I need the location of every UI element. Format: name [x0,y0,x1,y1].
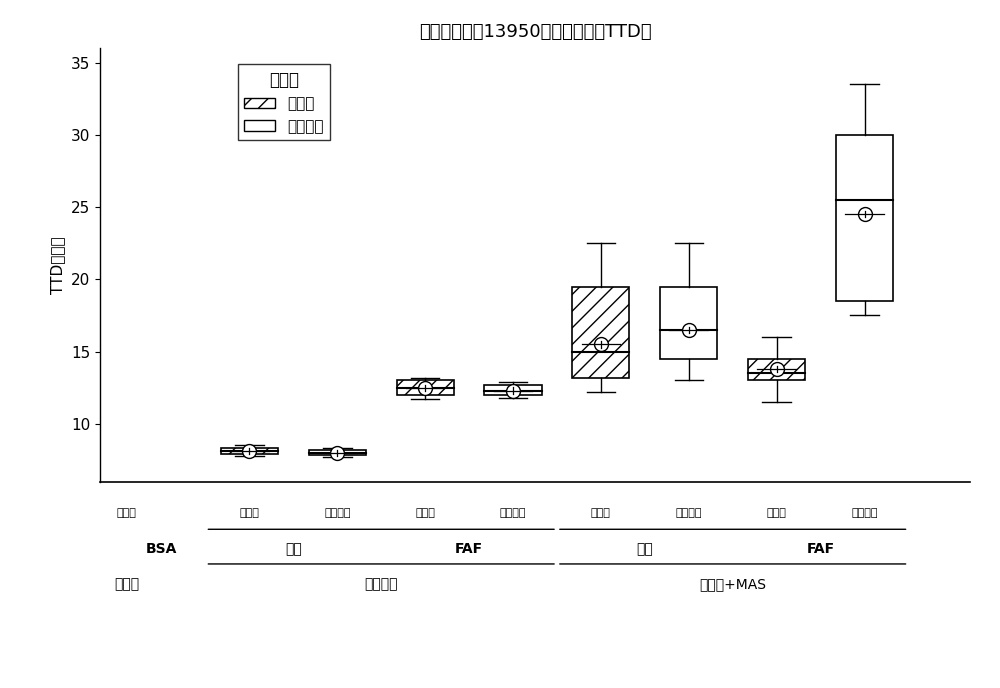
Text: 常规: 常规 [636,542,653,557]
Y-axis label: TTD（天）: TTD（天） [50,236,65,294]
Bar [572,287,629,378]
Point [505,385,521,396]
Text: 仅培养基: 仅培养基 [364,577,398,591]
Bar [836,135,893,301]
Point [681,325,697,336]
Title: 胞内分枝杆菌13950的检出时间（TTD）: 胞内分枝杆菌13950的检出时间（TTD） [419,23,651,41]
Point [241,446,257,457]
Text: FAF: FAF [455,542,483,557]
Text: 常规: 常规 [285,542,302,557]
Bar [660,287,717,359]
Bar [748,359,805,380]
Point [329,447,345,458]
Text: 培养基+MAS: 培养基+MAS [699,577,766,591]
Text: 脂肪酸: 脂肪酸 [116,508,136,517]
Bar [221,448,278,454]
Point [593,339,609,350]
Point [417,383,433,394]
Bar [309,450,366,455]
Bar [397,380,454,395]
Legend: 脂肪酸, 无脂肪酸: 脂肪酸, 无脂肪酸 [238,65,330,140]
Text: 无脂肪酸: 无脂肪酸 [676,508,702,517]
Text: 无脂肪酸: 无脂肪酸 [324,508,351,517]
Text: 脂肪酸: 脂肪酸 [767,508,787,517]
Bar [484,385,542,395]
Text: 脂肪酸: 脂肪酸 [591,508,611,517]
Text: FAF: FAF [807,542,835,557]
Text: 补充物: 补充物 [114,577,139,591]
Text: 脂肪酸: 脂肪酸 [239,508,259,517]
Point [857,209,873,220]
Text: 无脂肪酸: 无脂肪酸 [851,508,878,517]
Text: 无脂肪酸: 无脂肪酸 [500,508,526,517]
Point [769,363,785,374]
Text: BSA: BSA [146,542,177,557]
Text: 脂肪酸: 脂肪酸 [415,508,435,517]
